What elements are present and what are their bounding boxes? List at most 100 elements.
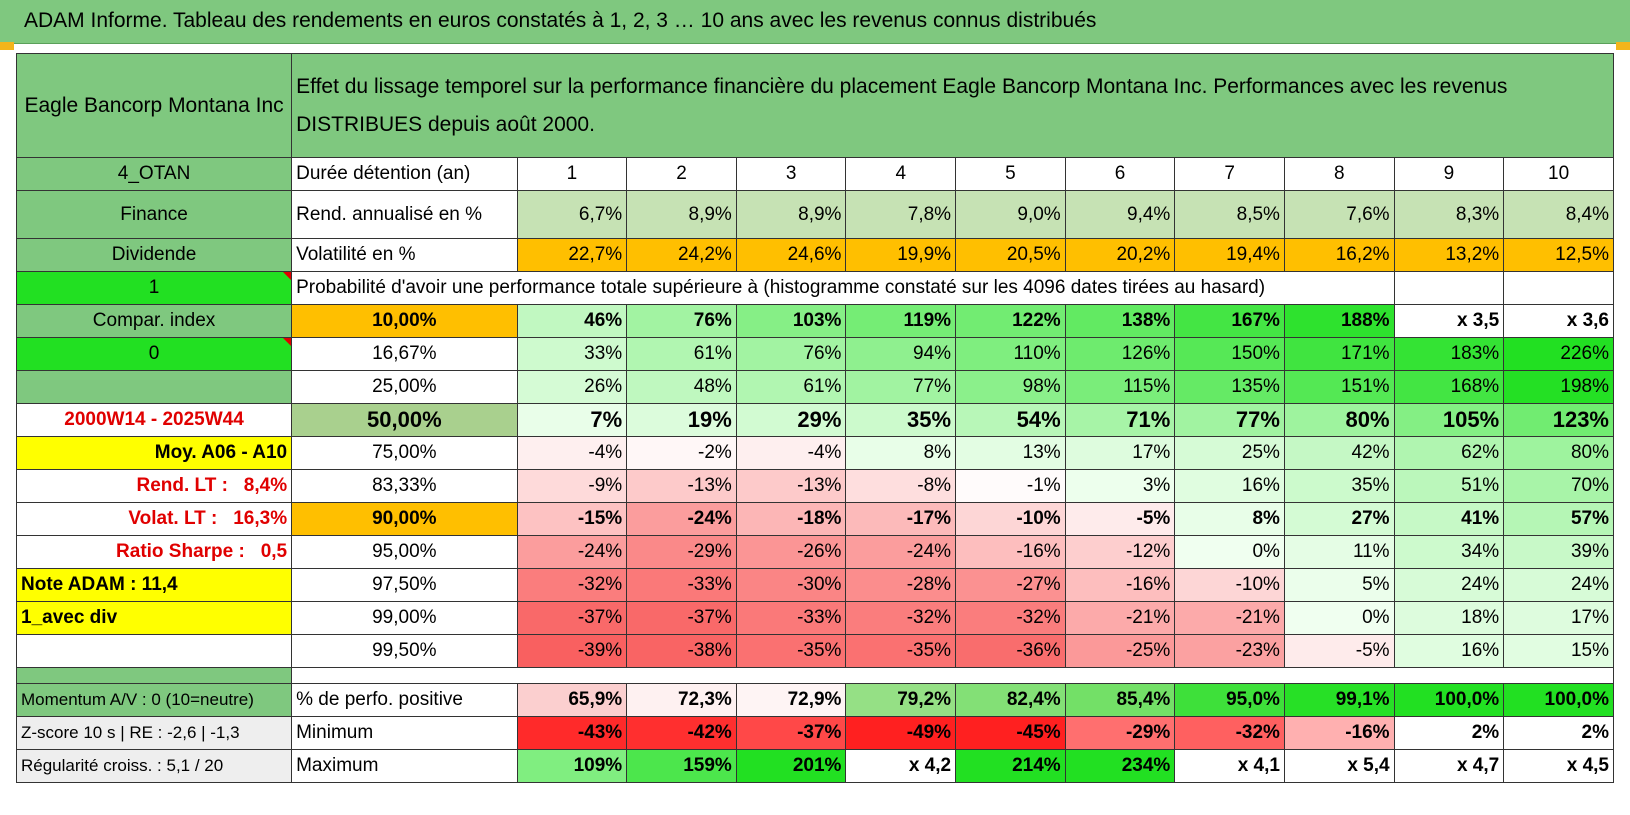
quantile-value: -35% <box>735 634 847 668</box>
rend-lt-value: 8,4% <box>243 475 288 496</box>
quantile-value: 71% <box>1064 403 1176 437</box>
quantile-value: -30% <box>735 568 847 602</box>
quantile-value: 51% <box>1393 469 1505 503</box>
duree-row: 4_OTAN Durée détention (an) 1 2 3 4 5 6 7 8 9 10 <box>15 157 1614 191</box>
quantile-value: -35% <box>845 634 957 668</box>
quantile-value: 7% <box>516 403 628 437</box>
quantile-value: 15% <box>1503 634 1614 668</box>
vol-label: Volatilité en % <box>291 238 518 272</box>
quantile-value: -28% <box>845 568 957 602</box>
quantile-row: Ratio Sharpe : 0,5 95,00% -24% -29% -26% -24%… <box>15 535 1614 569</box>
summary-value: 85,4% <box>1064 683 1176 717</box>
summary-value: 109% <box>516 749 628 783</box>
vol-value: 24,2% <box>626 238 737 272</box>
quantile-value: 126% <box>1064 337 1176 371</box>
quantile-value: 46% <box>516 304 628 338</box>
quantile-value: -38% <box>626 634 737 668</box>
summary-value: -37% <box>735 716 847 750</box>
quantile-value: -25% <box>1064 634 1176 668</box>
quantile-value: 62% <box>1393 436 1505 470</box>
quantile-value: -32% <box>845 601 957 635</box>
quantile-value: 0% <box>1174 535 1285 569</box>
rend-value: 9,4% <box>1064 190 1176 239</box>
quantile-row: Note ADAM : 11,4 97,50% -32% -33% -30% -28% -2… <box>15 568 1614 602</box>
quantile-value: 198% <box>1503 370 1614 404</box>
summary-value: 95,0% <box>1174 683 1285 717</box>
quantile-value: 24% <box>1503 568 1614 602</box>
quantile-value: 77% <box>845 370 957 404</box>
rend-label: Rend. annualisé en % <box>291 190 518 239</box>
summary-value: 79,2% <box>845 683 957 717</box>
quantile-value: 19% <box>626 403 737 437</box>
quantile-value: 76% <box>735 337 847 371</box>
summary-row: Momentum A/V : 0 (10=neutre)% de perfo. … <box>15 683 1614 717</box>
quantile-row: 25,00% 26% 48% 61% 77% 98% 115% 135% 151% 168% 198… <box>15 370 1614 404</box>
compar-index: Compar. index <box>15 304 293 338</box>
summary-value: 72,9% <box>735 683 847 717</box>
summary-value: 100,0% <box>1393 683 1505 717</box>
quantile-value: 110% <box>955 337 1066 371</box>
period: 2000W14 - 2025W44 <box>15 403 293 437</box>
sharpe-label: Ratio Sharpe : <box>116 541 245 562</box>
quantile-value: -27% <box>955 568 1066 602</box>
asset-code: 4_OTAN <box>15 157 293 191</box>
vol-row: Dividende Volatilité en % 22,7% 24,2% 24,6% 1… <box>15 238 1614 272</box>
quantile-value: 103% <box>735 304 847 338</box>
quantile-value: -24% <box>516 535 628 569</box>
duree-year: 3 <box>735 157 847 191</box>
quantile-value: 41% <box>1393 502 1505 536</box>
summary-value: x 5,4 <box>1283 749 1395 783</box>
quantile-value: -16% <box>955 535 1066 569</box>
quantile-value: 105% <box>1393 403 1505 437</box>
spacer-cell <box>291 667 1614 684</box>
summary-value: 65,9% <box>516 683 628 717</box>
sector: Finance <box>15 190 293 239</box>
quantile-value: 94% <box>845 337 957 371</box>
duree-label: Durée détention (an) <box>291 157 518 191</box>
summary-side: Z-score 10 s | RE : -2,6 | -1,3 <box>15 716 293 750</box>
probability-threshold: 95,00% <box>291 535 518 569</box>
quantile-value: -24% <box>845 535 957 569</box>
quantile-value: 76% <box>626 304 737 338</box>
quantile-value: 135% <box>1174 370 1285 404</box>
summary-value: 234% <box>1064 749 1176 783</box>
quantile-value: -10% <box>955 502 1066 536</box>
avec-div: 1_avec div <box>15 601 293 635</box>
flag-zero: 0 <box>15 337 293 371</box>
probability-threshold: 25,00% <box>291 370 518 404</box>
quantile-value: -37% <box>626 601 737 635</box>
company-name: Eagle Bancorp Montana Inc <box>15 53 293 158</box>
asset-type: Dividende <box>15 238 293 272</box>
quantile-value: -5% <box>1064 502 1176 536</box>
quantile-value: 226% <box>1503 337 1614 371</box>
rend-value: 9,0% <box>955 190 1066 239</box>
quantile-value: -32% <box>955 601 1066 635</box>
quantile-value: 17% <box>1064 436 1176 470</box>
quantile-value: -5% <box>1283 634 1395 668</box>
quantile-value: -4% <box>516 436 628 470</box>
rend-value: 8,9% <box>626 190 737 239</box>
quantile-value: -24% <box>626 502 737 536</box>
quantile-value: 122% <box>955 304 1066 338</box>
quantile-value: 115% <box>1064 370 1176 404</box>
quantile-value: 138% <box>1064 304 1176 338</box>
quantile-value: -15% <box>516 502 628 536</box>
quantile-value: 17% <box>1503 601 1614 635</box>
quantile-value: 33% <box>516 337 628 371</box>
quantile-value: 57% <box>1503 502 1614 536</box>
rend-value: 8,9% <box>735 190 847 239</box>
quantile-row: 1_avec div 99,00% -37% -37% -33% -32% -32% -21%… <box>15 601 1614 635</box>
quantile-value: 150% <box>1174 337 1285 371</box>
summary-value: -49% <box>845 716 957 750</box>
volat-lt-value: 16,3% <box>233 508 288 529</box>
quantile-value: 25% <box>1174 436 1285 470</box>
summary-value: 214% <box>955 749 1066 783</box>
quantile-value: -1% <box>955 469 1066 503</box>
duree-year: 4 <box>845 157 957 191</box>
summary-side: Momentum A/V : 0 (10=neutre) <box>15 683 293 717</box>
quantile-value: 26% <box>516 370 628 404</box>
quantile-value: -26% <box>735 535 847 569</box>
duree-year: 9 <box>1393 157 1505 191</box>
probability-threshold: 97,50% <box>291 568 518 602</box>
summary-side: Régularité croiss. : 5,1 / 20 <box>15 749 293 783</box>
